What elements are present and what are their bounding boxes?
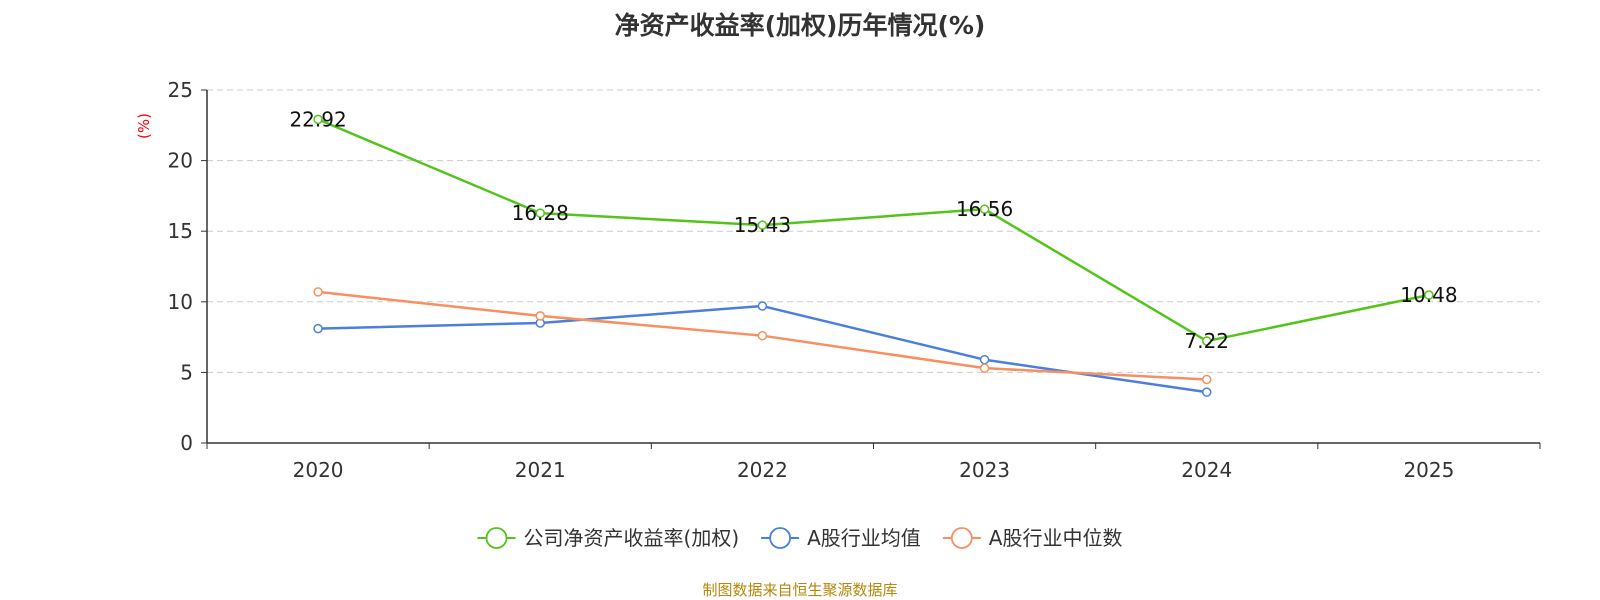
- grid-lines: [207, 89, 1540, 373]
- legend-label: A股行业中位数: [989, 526, 1123, 550]
- data-point: [979, 363, 990, 373]
- data-point: [757, 220, 768, 230]
- data-point: [313, 287, 323, 297]
- data-point: [1202, 336, 1212, 346]
- legend-marker: [769, 527, 792, 549]
- data-point: [757, 301, 768, 311]
- data-label: 16.28: [512, 201, 569, 225]
- y-tick-label: 25: [168, 78, 193, 102]
- y-tick-label: 15: [168, 219, 193, 243]
- data-point: [1202, 387, 1212, 397]
- data-point: [979, 354, 990, 365]
- y-axis-label: (%): [135, 113, 153, 139]
- data-point: [313, 323, 323, 334]
- data-labels: 22.92 16.28 15.43 16.56 7.22 10.48: [289, 107, 1457, 353]
- x-tick-label: 2021: [515, 458, 566, 482]
- legend[interactable]: 公司净资产收益率(加权) A股行业均值 A股行业中位数: [477, 526, 1123, 550]
- data-source-note: 制图数据来自恒生聚源数据库: [702, 581, 898, 599]
- legend-label: A股行业均值: [807, 526, 921, 550]
- series-line: [317, 118, 1430, 343]
- series-group: [313, 114, 1434, 397]
- data-label: 7.22: [1184, 329, 1229, 353]
- x-tick-label: 2024: [1181, 458, 1232, 482]
- x-tick-label: 2022: [737, 458, 788, 482]
- y-tick-label: 0: [180, 431, 193, 455]
- data-point: [535, 208, 545, 218]
- y-tick-label: 5: [180, 360, 193, 384]
- data-point: [1202, 374, 1212, 385]
- data-label: 22.92: [289, 107, 346, 131]
- x-tick-label: 2025: [1403, 458, 1454, 482]
- data-point: [757, 330, 768, 341]
- legend-label: 公司净资产收益率(加权): [524, 526, 740, 550]
- data-label: 16.56: [956, 197, 1013, 221]
- data-label: 10.48: [1400, 283, 1457, 307]
- legend-marker: [950, 527, 973, 549]
- x-tick-label: 2020: [293, 458, 344, 482]
- series-line: [318, 304, 1207, 394]
- legend-marker: [485, 527, 508, 549]
- data-point: [1424, 290, 1434, 300]
- data-point: [535, 311, 545, 321]
- data-point: [979, 204, 990, 214]
- y-tick-label: 20: [168, 149, 193, 173]
- y-tick-label: 10: [168, 290, 193, 314]
- data-point: [313, 114, 323, 125]
- data-label: 15.43: [734, 213, 791, 237]
- chart-title: 净资产收益率(加权)历年情况(%): [614, 11, 986, 40]
- x-tick-label: 2023: [959, 458, 1010, 482]
